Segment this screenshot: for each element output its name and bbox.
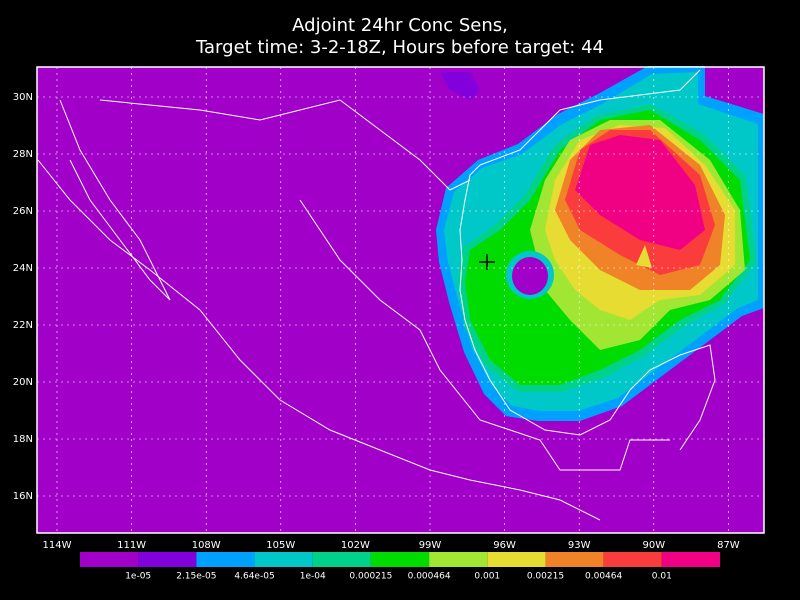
lon-label: 93W (568, 540, 591, 551)
field-contour (512, 257, 548, 295)
colorbar-label: 0.000464 (408, 572, 451, 582)
lon-label: 96W (493, 540, 516, 551)
map-panel (36, 66, 765, 534)
colorbar-box (603, 552, 662, 567)
lat-label: 24N (13, 263, 33, 274)
border (299, 199, 670, 471)
colorbar-box (545, 552, 604, 567)
field-contour (636, 245, 652, 268)
lat-label: 16N (13, 491, 33, 502)
colorbar-label: 0.01 (652, 572, 672, 582)
colorbar-label: 1e-05 (125, 572, 151, 582)
colorbar-label: 2.15e-05 (176, 572, 216, 582)
colorbar-label: 1e-04 (300, 572, 326, 582)
coastline (479, 69, 701, 166)
colorbar-label: 0.001 (474, 572, 500, 582)
colorbar-label: 4.64e-05 (234, 572, 274, 582)
field-contour (575, 135, 705, 250)
lon-label: 102W (341, 540, 370, 551)
marker (479, 254, 495, 270)
map-frame (36, 66, 765, 534)
coastline (459, 164, 716, 451)
colorbar-box (429, 552, 488, 567)
lon-label: 105W (266, 540, 295, 551)
colorbar-label: 0.000215 (349, 572, 392, 582)
colorbar-box (370, 552, 430, 567)
title-line: Adjoint 24hr Conc Sens, (292, 15, 508, 36)
colorbar-label: 0.00215 (527, 572, 564, 582)
lat-label: 20N (13, 377, 33, 388)
colorbar-box (312, 552, 371, 567)
colorbar-box (138, 552, 197, 567)
border (99, 99, 471, 191)
lon-label: 99W (419, 540, 442, 551)
lat-label: 30N (13, 92, 33, 103)
lat-label: 26N (13, 206, 33, 217)
colorbar-box (254, 552, 313, 567)
lat-label: 22N (13, 320, 33, 331)
colorbar-box (487, 552, 546, 567)
title-line: Target time: 3-2-18Z, Hours before targe… (195, 37, 604, 58)
colorbar-box (80, 552, 139, 567)
colorbar-box (196, 552, 255, 567)
lon-label: 108W (192, 540, 221, 551)
coastline (59, 99, 171, 301)
coastline (37, 159, 601, 521)
lon-label: 87W (717, 540, 740, 551)
lat-label: 18N (13, 434, 33, 445)
field-contour (440, 72, 480, 100)
lon-label: 114W (43, 540, 72, 551)
colorbar-box (661, 552, 720, 567)
colorbar-label: 0.00464 (585, 572, 622, 582)
lon-label: 111W (117, 540, 146, 551)
lon-label: 90W (642, 540, 665, 551)
lat-label: 28N (13, 149, 33, 160)
